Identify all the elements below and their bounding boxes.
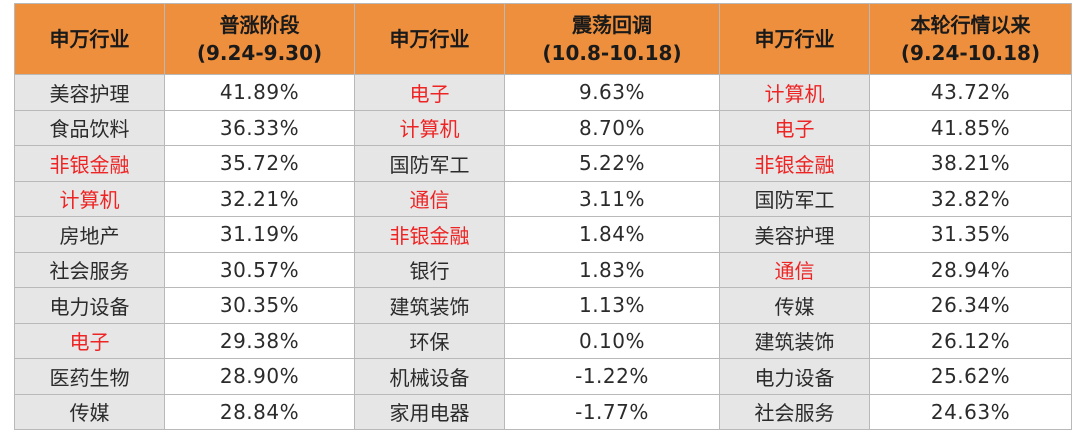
industry-cell: 建筑装饰 <box>354 287 505 324</box>
industry-cell: 电力设备 <box>14 287 165 324</box>
header-period-3-range: (9.24-10.18) <box>900 41 1041 65</box>
header-period-3: 本轮行情以来 (9.24-10.18) <box>869 3 1072 75</box>
table-row: 电子 29.38% 环保 0.10% 建筑装饰 26.12% <box>14 322 1072 359</box>
table-body: 美容护理 41.89% 电子 9.63% 计算机 43.72% 食品饮料 36.33% 计算机 8… <box>14 74 1072 430</box>
industry-cell: 非银金融 <box>14 145 165 182</box>
change-value-cell: 1.83% <box>504 251 720 288</box>
change-value-cell: 30.57% <box>164 251 355 288</box>
change-value-cell: 41.89% <box>164 74 355 111</box>
industry-cell: 计算机 <box>14 180 165 217</box>
industry-cell: 电子 <box>14 322 165 359</box>
industry-cell: 非银金融 <box>719 145 870 182</box>
change-value-cell: 25.62% <box>869 358 1072 395</box>
table-row: 房地产 31.19% 非银金融 1.84% 美容护理 31.35% <box>14 216 1072 253</box>
industry-cell: 家用电器 <box>354 393 505 430</box>
industry-cell: 传媒 <box>719 287 870 324</box>
table-row: 美容护理 41.89% 电子 9.63% 计算机 43.72% <box>14 74 1072 111</box>
change-value-cell: 1.13% <box>504 287 720 324</box>
industry-cell: 通信 <box>354 180 505 217</box>
industry-cell: 非银金融 <box>354 216 505 253</box>
industry-cell: 食品饮料 <box>14 109 165 146</box>
change-value-cell: 1.84% <box>504 216 720 253</box>
table-row: 社会服务 30.57% 银行 1.83% 通信 28.94% <box>14 251 1072 288</box>
industry-cell: 建筑装饰 <box>719 322 870 359</box>
change-value-cell: 28.90% <box>164 358 355 395</box>
header-period-2: 震荡回调 (10.8-10.18) <box>504 3 720 75</box>
industry-ranking-table: 申万行业 普涨阶段 (9.24-9.30) 申万行业 震荡回调 (10.8-10… <box>14 3 1072 430</box>
industry-cell: 医药生物 <box>14 358 165 395</box>
header-industry-1: 申万行业 <box>14 3 165 75</box>
table-row: 医药生物 28.90% 机械设备 -1.22% 电力设备 25.62% <box>14 358 1072 395</box>
change-value-cell: 5.22% <box>504 145 720 182</box>
table-row: 非银金融 35.72% 国防军工 5.22% 非银金融 38.21% <box>14 145 1072 182</box>
header-period-2-range: (10.8-10.18) <box>542 41 682 65</box>
change-value-cell: 31.35% <box>869 216 1072 253</box>
table-row: 电力设备 30.35% 建筑装饰 1.13% 传媒 26.34% <box>14 287 1072 324</box>
header-period-1-title: 普涨阶段 <box>219 13 300 37</box>
table-row: 计算机 32.21% 通信 3.11% 国防军工 32.82% <box>14 180 1072 217</box>
industry-cell: 国防军工 <box>354 145 505 182</box>
industry-cell: 国防军工 <box>719 180 870 217</box>
header-period-2-title: 震荡回调 <box>572 13 652 37</box>
industry-cell: 社会服务 <box>719 393 870 430</box>
header-industry-2: 申万行业 <box>354 3 505 75</box>
change-value-cell: 28.84% <box>164 393 355 430</box>
industry-cell: 电子 <box>719 109 870 146</box>
industry-cell: 计算机 <box>354 109 505 146</box>
header-period-1: 普涨阶段 (9.24-9.30) <box>164 3 355 75</box>
change-value-cell: 30.35% <box>164 287 355 324</box>
industry-cell: 通信 <box>719 251 870 288</box>
industry-cell: 社会服务 <box>14 251 165 288</box>
change-value-cell: 26.34% <box>869 287 1072 324</box>
change-value-cell: 38.21% <box>869 145 1072 182</box>
change-value-cell: 41.85% <box>869 109 1072 146</box>
change-value-cell: 35.72% <box>164 145 355 182</box>
change-value-cell: 9.63% <box>504 74 720 111</box>
table-row: 食品饮料 36.33% 计算机 8.70% 电子 41.85% <box>14 109 1072 146</box>
change-value-cell: 26.12% <box>869 322 1072 359</box>
change-value-cell: 28.94% <box>869 251 1072 288</box>
table-header: 申万行业 普涨阶段 (9.24-9.30) 申万行业 震荡回调 (10.8-10… <box>14 3 1072 75</box>
industry-cell: 美容护理 <box>719 216 870 253</box>
industry-cell: 电力设备 <box>719 358 870 395</box>
industry-cell: 电子 <box>354 74 505 111</box>
change-value-cell: 32.21% <box>164 180 355 217</box>
change-value-cell: 32.82% <box>869 180 1072 217</box>
table-row: 传媒 28.84% 家用电器 -1.77% 社会服务 24.63% <box>14 393 1072 430</box>
industry-cell: 传媒 <box>14 393 165 430</box>
change-value-cell: 24.63% <box>869 393 1072 430</box>
header-period-3-title: 本轮行情以来 <box>910 13 1031 37</box>
industry-cell: 银行 <box>354 251 505 288</box>
change-value-cell: 3.11% <box>504 180 720 217</box>
industry-cell: 美容护理 <box>14 74 165 111</box>
change-value-cell: 8.70% <box>504 109 720 146</box>
header-period-1-range: (9.24-9.30) <box>196 41 323 65</box>
industry-cell: 计算机 <box>719 74 870 111</box>
change-value-cell: -1.22% <box>504 358 720 395</box>
change-value-cell: 31.19% <box>164 216 355 253</box>
change-value-cell: 29.38% <box>164 322 355 359</box>
change-value-cell: 36.33% <box>164 109 355 146</box>
industry-cell: 环保 <box>354 322 505 359</box>
header-industry-3: 申万行业 <box>719 3 870 75</box>
change-value-cell: 43.72% <box>869 74 1072 111</box>
change-value-cell: 0.10% <box>504 322 720 359</box>
change-value-cell: -1.77% <box>504 393 720 430</box>
industry-cell: 机械设备 <box>354 358 505 395</box>
industry-cell: 房地产 <box>14 216 165 253</box>
